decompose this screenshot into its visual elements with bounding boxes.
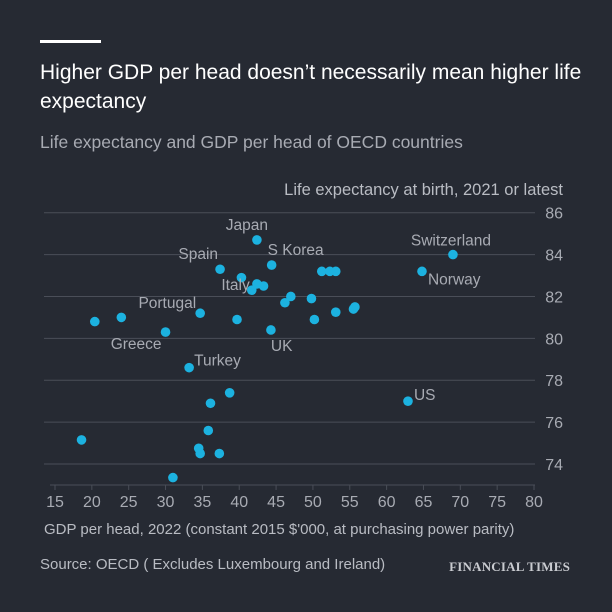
point-label: Greece bbox=[111, 336, 162, 353]
data-point bbox=[160, 327, 171, 337]
data-point bbox=[403, 396, 413, 406]
data-point bbox=[215, 264, 225, 275]
point-label: S Korea bbox=[268, 242, 324, 259]
data-point bbox=[258, 281, 269, 291]
chart-title: Higher GDP per head doesn’t necessarily … bbox=[40, 61, 582, 113]
data-point bbox=[266, 325, 276, 335]
data-point bbox=[286, 291, 296, 302]
x-tick-label: 25 bbox=[120, 494, 138, 511]
data-point bbox=[306, 293, 317, 304]
data-point bbox=[330, 266, 341, 277]
data-point bbox=[168, 472, 178, 483]
x-tick-label: 15 bbox=[46, 494, 64, 511]
x-tick-label: 20 bbox=[83, 494, 101, 511]
x-tick-label: 45 bbox=[267, 494, 285, 511]
financial-times-logo: FINANCIAL TIMES bbox=[449, 559, 570, 574]
data-point bbox=[89, 316, 100, 327]
x-tick-label: 40 bbox=[230, 494, 248, 511]
x-tick-label: 75 bbox=[488, 494, 506, 511]
data-point bbox=[195, 448, 205, 459]
y-tick-label: 82 bbox=[545, 289, 563, 306]
data-point bbox=[236, 272, 247, 283]
point-label: Japan bbox=[226, 217, 268, 234]
data-point bbox=[205, 398, 216, 409]
data-point bbox=[246, 285, 257, 295]
data-point bbox=[184, 362, 194, 373]
y-tick-label: 76 bbox=[545, 415, 563, 432]
data-point bbox=[195, 308, 205, 319]
x-tick-label: 60 bbox=[378, 494, 396, 511]
y-tick-label: 74 bbox=[545, 457, 563, 474]
x-tick-label: 65 bbox=[415, 494, 433, 511]
data-point bbox=[76, 435, 87, 445]
data-point bbox=[448, 249, 458, 260]
y-axis-title: Life expectancy at birth, 2021 or latest bbox=[284, 181, 563, 199]
data-point bbox=[330, 307, 341, 317]
data-point bbox=[203, 425, 214, 436]
data-point bbox=[252, 235, 262, 245]
point-label: US bbox=[414, 387, 436, 404]
y-tick-label: 84 bbox=[545, 248, 563, 265]
title-accent-bar bbox=[40, 40, 101, 43]
point-label: Switzerland bbox=[411, 233, 491, 250]
data-point bbox=[309, 314, 320, 325]
data-point bbox=[350, 302, 360, 312]
chart-subtitle: Life expectancy and GDP per head of OECD… bbox=[40, 132, 463, 152]
y-tick-label: 80 bbox=[545, 331, 563, 348]
point-label: Norway bbox=[428, 271, 481, 288]
data-point bbox=[224, 387, 235, 398]
point-label: Portugal bbox=[138, 295, 196, 312]
data-point bbox=[214, 448, 225, 459]
point-label: Spain bbox=[178, 246, 218, 263]
point-label: Turkey bbox=[194, 353, 241, 370]
x-tick-label: 30 bbox=[157, 494, 175, 511]
x-tick-label: 50 bbox=[304, 494, 322, 511]
x-axis-title: GDP per head, 2022 (constant 2015 $'000,… bbox=[44, 521, 514, 538]
x-tick-label: 70 bbox=[451, 494, 469, 511]
x-tick-label: 35 bbox=[193, 494, 211, 511]
y-tick-label: 86 bbox=[545, 206, 563, 223]
y-tick-label: 78 bbox=[545, 373, 563, 390]
x-tick-label: 80 bbox=[525, 494, 543, 511]
data-point bbox=[266, 260, 277, 270]
data-point bbox=[116, 312, 127, 323]
source-note: Source: OECD ( Excludes Luxembourg and I… bbox=[40, 556, 386, 573]
data-point bbox=[417, 266, 427, 277]
data-point bbox=[232, 314, 242, 325]
point-label: UK bbox=[271, 338, 293, 355]
x-tick-label: 55 bbox=[341, 494, 359, 511]
data-point bbox=[316, 266, 327, 277]
point-label: Italy bbox=[221, 277, 250, 294]
data-point bbox=[280, 297, 290, 308]
